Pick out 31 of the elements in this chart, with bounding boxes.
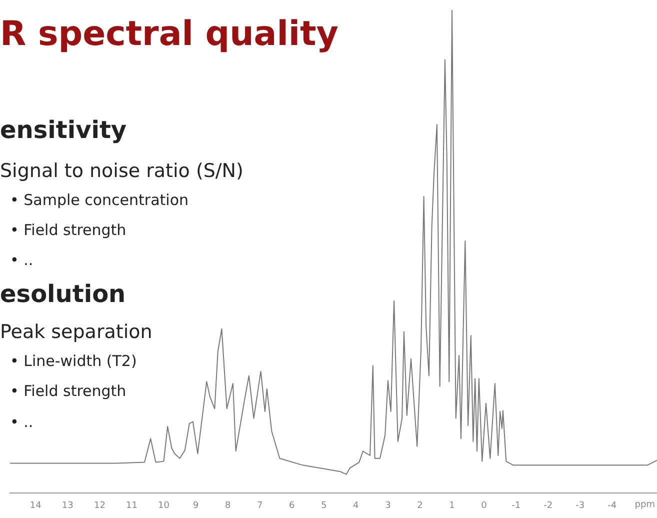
annotation: • .. xyxy=(10,413,34,431)
annotation: Signal to noise ratio (S/N) xyxy=(0,160,244,182)
annotation: • Line-width (T2) xyxy=(10,352,137,370)
x-tick-label: 5 xyxy=(321,500,327,511)
annotation: • Sample concentration xyxy=(10,191,189,209)
annotation: • .. xyxy=(10,251,34,269)
x-tick-label: 2 xyxy=(417,500,423,511)
x-tick-label: 6 xyxy=(288,500,295,511)
x-tick-label: -2 xyxy=(544,500,553,511)
x-tick-label: 7 xyxy=(256,500,263,511)
x-tick-label: 9 xyxy=(192,500,199,511)
chart-title: R spectral quality xyxy=(0,14,338,54)
annotation: • Field strength xyxy=(10,221,126,239)
x-tick-label: 8 xyxy=(224,500,231,511)
x-tick-label: 12 xyxy=(94,500,106,511)
x-tick-label: 0 xyxy=(481,500,488,511)
annotation: Peak separation xyxy=(0,321,152,343)
x-axis-title: ppm xyxy=(634,500,655,510)
x-tick-label: -1 xyxy=(512,500,521,511)
x-tick-label: 13 xyxy=(62,500,74,511)
annotation: ensitivity xyxy=(0,116,127,144)
x-tick-label: 14 xyxy=(30,500,42,511)
annotation: esolution xyxy=(0,280,126,308)
x-tick-label: 4 xyxy=(353,500,360,511)
x-tick-label: 1 xyxy=(449,500,455,511)
x-tick-label: 11 xyxy=(126,500,138,511)
x-tick-label: 10 xyxy=(158,500,170,511)
annotation: • Field strength xyxy=(10,382,126,400)
x-tick-label: 3 xyxy=(385,500,391,511)
x-tick-label: -3 xyxy=(576,500,585,511)
x-tick-label: -4 xyxy=(608,500,617,511)
